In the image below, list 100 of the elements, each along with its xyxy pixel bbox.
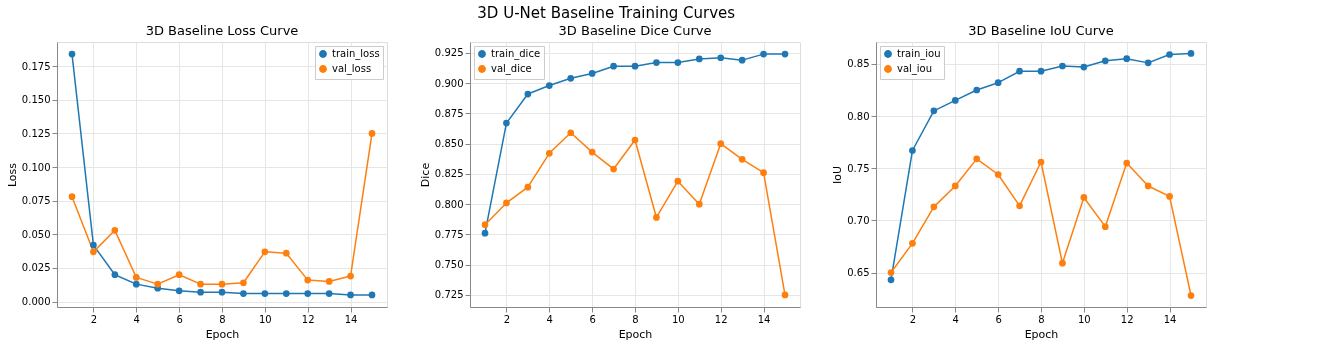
y-tick-label: 0.175 — [21, 60, 51, 72]
point — [218, 280, 226, 288]
y-tick-label: 0.725 — [434, 289, 464, 301]
point — [503, 119, 510, 127]
point — [887, 269, 895, 276]
x-tick-label: 12 — [714, 313, 728, 325]
point — [1166, 193, 1173, 200]
x-axis-title: Epoch — [1024, 327, 1059, 341]
point — [503, 199, 510, 207]
point — [347, 291, 354, 299]
point — [175, 271, 183, 279]
x-tick-label: 10 — [258, 313, 272, 325]
y-axis-title: IoU — [831, 165, 845, 185]
y-tick-label: 0.800 — [434, 198, 464, 210]
x-axis-title: Epoch — [618, 327, 653, 341]
point — [368, 291, 376, 299]
x-tick-label: 10 — [1077, 313, 1091, 325]
x-tick-label: 8 — [1038, 313, 1045, 325]
y-tick-label: 0.875 — [434, 107, 464, 119]
legend-label: train_iou — [897, 48, 941, 60]
x-tick-label: 6 — [589, 313, 596, 325]
point — [154, 280, 162, 288]
point — [674, 177, 682, 185]
point — [197, 280, 204, 288]
point — [909, 240, 916, 247]
point — [1166, 51, 1173, 58]
point — [674, 59, 682, 66]
x-tick-label: 6 — [176, 313, 183, 325]
point — [1016, 202, 1023, 210]
y-tick-label: 0.825 — [434, 168, 464, 180]
point — [717, 54, 725, 62]
point — [524, 183, 532, 191]
y-tick-label: 0.100 — [21, 161, 51, 173]
point — [1080, 63, 1088, 71]
y-tick-label: 0.025 — [21, 262, 51, 274]
point — [1037, 158, 1045, 166]
point — [481, 229, 489, 237]
legend-label: val_dice — [491, 63, 532, 75]
y-tick-label: 0.85 — [847, 58, 870, 70]
x-tick-label: 4 — [133, 313, 140, 325]
x-tick-label: 8 — [219, 313, 226, 325]
point — [1123, 159, 1131, 167]
point — [261, 248, 269, 256]
point — [653, 59, 660, 66]
point — [1187, 292, 1195, 299]
point — [240, 290, 247, 297]
point — [588, 70, 596, 77]
point — [1080, 194, 1088, 201]
y-tick-label: 0.150 — [21, 94, 51, 106]
point — [1144, 59, 1152, 67]
point — [973, 86, 981, 94]
point — [567, 74, 575, 82]
point — [930, 107, 938, 115]
point — [68, 193, 76, 201]
point — [994, 79, 1002, 87]
point — [524, 90, 532, 98]
point — [695, 55, 703, 63]
y-tick-label: 0.075 — [21, 195, 51, 207]
point — [175, 287, 183, 295]
x-tick-label: 10 — [671, 313, 685, 325]
point — [781, 50, 789, 58]
point — [930, 203, 938, 211]
point — [545, 149, 553, 157]
y-tick-label: 0.750 — [434, 259, 464, 271]
point — [1101, 223, 1109, 231]
point — [653, 214, 660, 221]
legend-label: train_loss — [332, 48, 380, 60]
x-tick-label: 6 — [995, 313, 1002, 325]
chart-title: 3D Baseline Dice Curve — [558, 23, 712, 38]
point — [610, 165, 617, 173]
point — [282, 290, 290, 297]
point — [1144, 182, 1152, 190]
x-tick-label: 2 — [909, 313, 917, 325]
x-tick-label: 14 — [757, 313, 771, 325]
point — [1123, 55, 1131, 63]
point — [909, 147, 916, 154]
point — [68, 50, 76, 58]
point — [240, 279, 247, 287]
point — [368, 130, 376, 137]
point — [90, 248, 97, 256]
point — [1059, 259, 1066, 267]
chart-title: 3D Baseline IoU Curve — [968, 23, 1114, 38]
point — [282, 249, 290, 257]
y-tick-label: 0.925 — [434, 47, 464, 59]
point — [304, 290, 312, 297]
point — [631, 136, 639, 144]
point — [304, 276, 312, 284]
point — [588, 148, 596, 156]
point — [738, 56, 746, 64]
point — [951, 97, 959, 104]
y-axis-title: Loss — [5, 162, 19, 188]
x-tick-label: 12 — [301, 313, 315, 325]
point — [218, 288, 226, 296]
point — [631, 62, 639, 70]
point — [760, 169, 767, 177]
legend-label: val_loss — [332, 63, 372, 75]
x-tick-label: 2 — [90, 313, 98, 325]
point — [261, 290, 269, 297]
point — [951, 182, 959, 190]
point — [1101, 57, 1109, 65]
